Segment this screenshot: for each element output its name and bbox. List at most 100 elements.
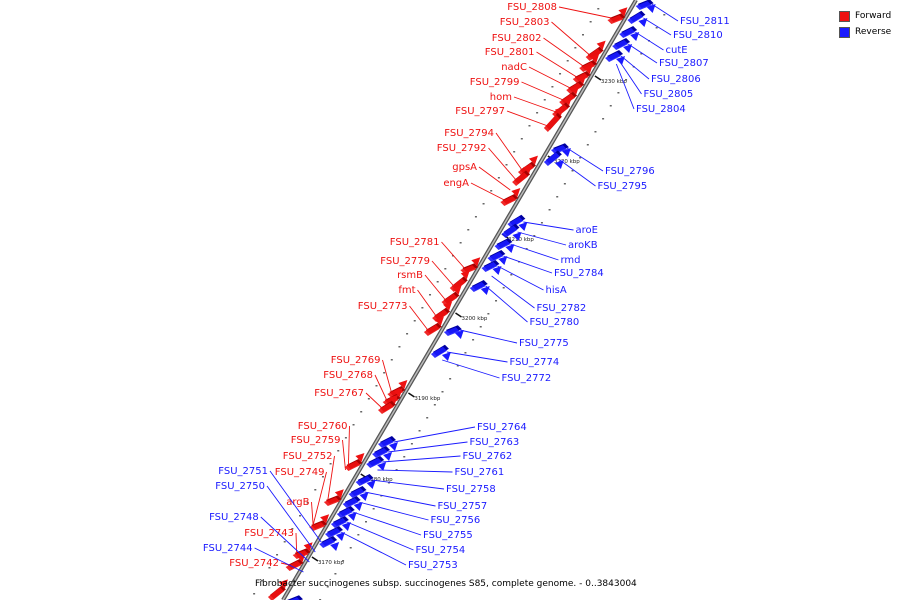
leader-line: [620, 55, 650, 80]
reverse-gene: [494, 238, 515, 253]
minor-tick: [314, 489, 317, 491]
scale-label: 3170 kbp: [318, 560, 344, 566]
minor-tick: [490, 190, 493, 192]
reverse-gene: [481, 260, 502, 275]
minor-tick: [429, 294, 432, 296]
minor-tick: [291, 528, 294, 530]
forward-gene: [323, 489, 344, 506]
minor-tick: [559, 73, 562, 75]
minor-tick: [663, 14, 666, 16]
legend-item-forward: Forward: [839, 9, 891, 23]
minor-tick: [436, 281, 439, 283]
minor-tick: [597, 8, 600, 10]
forward-gene: [441, 285, 462, 306]
forward-gene: [377, 394, 398, 414]
forward-gene: [585, 40, 606, 61]
minor-tick: [375, 385, 378, 387]
reverse-gene: [543, 150, 564, 169]
minor-tick: [426, 417, 429, 419]
reverse-gene: [336, 506, 357, 521]
reverse-label: FSU_2806: [651, 74, 701, 85]
forward-label: FSU_2749: [275, 467, 325, 478]
minor-tick: [655, 27, 658, 29]
forward-label: FSU_2801: [485, 47, 535, 58]
leader-line: [260, 516, 310, 563]
leader-line: [312, 471, 327, 526]
reverse-gene: [443, 325, 464, 339]
forward-gene: [543, 106, 564, 132]
reverse-gene: [550, 143, 571, 157]
minor-tick: [540, 222, 543, 224]
reverse-gene: [377, 436, 398, 451]
reverse-gene: [619, 26, 640, 41]
leader-line: [523, 221, 574, 231]
leader-line: [470, 182, 505, 201]
reverse-label: FSU_2751: [218, 466, 268, 477]
reverse-gene: [342, 496, 363, 511]
leader-line: [393, 426, 476, 443]
forward-gene: [512, 164, 533, 186]
minor-tick: [383, 372, 386, 374]
scale-label: 3230 kbp: [601, 79, 627, 85]
minor-tick: [581, 34, 584, 36]
reverse-label: FSU_2758: [446, 484, 496, 495]
forward-gene: [607, 7, 628, 24]
legend-item-reverse: Reverse: [839, 25, 891, 39]
reverse-label: FSU_2744: [203, 543, 253, 554]
minor-tick: [594, 131, 597, 133]
leader-line: [254, 547, 304, 573]
reverse-label: cutE: [666, 45, 688, 56]
minor-tick: [276, 554, 279, 556]
minor-tick: [513, 151, 516, 153]
leader-line: [510, 243, 559, 261]
reverse-label: FSU_2807: [659, 58, 709, 69]
reverse-label: FSU_2795: [598, 181, 648, 192]
leader-line: [485, 285, 528, 323]
minor-tick: [395, 469, 398, 471]
leader-line: [340, 531, 407, 566]
reverse-label: FSU_2772: [502, 373, 552, 384]
leader-line: [503, 255, 553, 274]
scale-label: 3180 kbp: [367, 477, 393, 483]
minor-tick: [449, 378, 452, 380]
minor-tick: [602, 118, 605, 120]
minor-tick: [586, 144, 589, 146]
minor-tick: [536, 112, 539, 114]
forward-label: FSU_2797: [455, 106, 505, 117]
reverse-label: FSU_2784: [554, 268, 604, 279]
leader-line: [521, 81, 564, 101]
leader-line: [543, 37, 584, 67]
reverse-label: FSU_2810: [673, 30, 723, 41]
minor-tick: [403, 456, 406, 458]
reverse-gene: [330, 516, 351, 531]
minor-tick: [528, 125, 531, 127]
leader-line: [327, 455, 335, 501]
scale-tick: [594, 75, 602, 81]
reverse-gene: [430, 344, 451, 361]
minor-tick: [367, 398, 370, 400]
reverse-gene: [487, 250, 508, 265]
forward-label: FSU_2752: [283, 451, 333, 462]
forward-label: FSU_2767: [314, 388, 364, 399]
reverse-swatch: [839, 26, 850, 38]
leader-line: [346, 521, 414, 551]
minor-tick: [502, 287, 505, 289]
minor-tick: [472, 339, 475, 341]
leader-line: [627, 43, 658, 64]
minor-tick: [574, 47, 577, 49]
leader-line: [651, 3, 679, 22]
legend: Forward Reverse: [839, 9, 891, 41]
minor-tick: [556, 196, 559, 198]
legend-label-reverse: Reverse: [855, 27, 892, 37]
leader-line: [358, 501, 429, 521]
forward-label: hom: [490, 92, 512, 103]
reverse-gene: [612, 38, 633, 53]
minor-tick: [421, 307, 424, 309]
forward-gene: [292, 542, 313, 559]
minor-tick: [398, 346, 401, 348]
reverse-label: FSU_2775: [519, 338, 569, 349]
forward-label: rsmB: [397, 270, 423, 281]
scale-tick: [311, 556, 319, 562]
reverse-label: FSU_2763: [470, 437, 520, 448]
